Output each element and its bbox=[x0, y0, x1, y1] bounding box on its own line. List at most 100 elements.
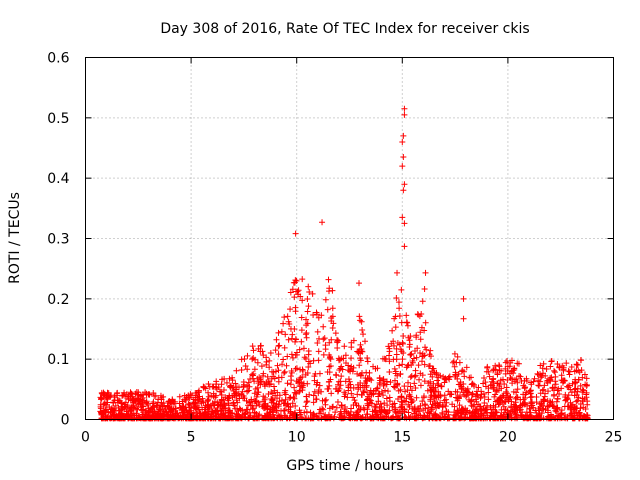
data-point bbox=[397, 370, 404, 377]
data-point bbox=[104, 394, 111, 401]
data-point bbox=[145, 391, 152, 398]
data-point bbox=[376, 381, 383, 388]
data-point bbox=[289, 354, 296, 361]
data-point bbox=[292, 365, 299, 372]
data-point bbox=[480, 412, 487, 419]
data-point bbox=[394, 395, 401, 402]
y-tick-label: 0.2 bbox=[47, 292, 69, 308]
data-point bbox=[182, 397, 189, 404]
data-point bbox=[453, 394, 460, 401]
data-point bbox=[275, 351, 282, 358]
data-point bbox=[233, 367, 240, 374]
data-point bbox=[98, 411, 105, 418]
data-point bbox=[386, 394, 393, 401]
data-point bbox=[572, 385, 579, 392]
data-point bbox=[443, 376, 450, 383]
data-point bbox=[156, 406, 163, 413]
data-point bbox=[417, 349, 424, 356]
data-point bbox=[302, 415, 309, 422]
data-point bbox=[313, 381, 320, 388]
data-point bbox=[391, 365, 398, 372]
data-point bbox=[341, 343, 348, 350]
data-point bbox=[280, 356, 287, 363]
data-point bbox=[296, 387, 303, 394]
data-point bbox=[267, 413, 274, 420]
data-point bbox=[407, 383, 414, 390]
data-point bbox=[232, 380, 239, 387]
data-point bbox=[332, 409, 339, 416]
data-point bbox=[490, 366, 497, 373]
y-tick-label: 0.6 bbox=[47, 51, 69, 67]
data-point bbox=[568, 389, 575, 396]
data-point bbox=[305, 303, 312, 310]
data-point bbox=[224, 415, 231, 422]
data-point bbox=[173, 413, 180, 420]
data-point bbox=[574, 397, 581, 404]
data-point bbox=[502, 388, 509, 395]
data-point bbox=[402, 413, 409, 420]
x-axis-label: GPS time / hours bbox=[286, 458, 403, 474]
data-point bbox=[466, 374, 473, 381]
data-point bbox=[418, 324, 425, 331]
data-point bbox=[269, 404, 276, 411]
data-point bbox=[244, 388, 251, 395]
data-point bbox=[496, 363, 503, 370]
data-point bbox=[357, 341, 364, 348]
data-point bbox=[100, 401, 107, 408]
data-point bbox=[243, 406, 250, 413]
data-point bbox=[278, 328, 285, 335]
data-point bbox=[167, 408, 174, 415]
data-point bbox=[521, 401, 528, 408]
data-point bbox=[547, 363, 554, 370]
data-point bbox=[578, 357, 585, 364]
y-tick-label: 0 bbox=[61, 413, 70, 429]
data-point bbox=[422, 402, 429, 409]
data-point bbox=[501, 409, 508, 416]
data-point bbox=[376, 374, 383, 381]
data-point bbox=[408, 396, 415, 403]
data-point bbox=[249, 371, 256, 378]
data-point bbox=[328, 390, 335, 397]
data-point bbox=[284, 313, 291, 320]
data-point bbox=[225, 395, 232, 402]
y-tick-label: 0.3 bbox=[47, 232, 69, 248]
data-point bbox=[304, 308, 311, 315]
data-point bbox=[318, 415, 325, 422]
data-point bbox=[251, 398, 258, 405]
data-point bbox=[261, 415, 268, 422]
data-point bbox=[240, 379, 247, 386]
data-point bbox=[240, 392, 247, 399]
data-point bbox=[530, 378, 537, 385]
data-point bbox=[359, 382, 366, 389]
data-point bbox=[282, 387, 289, 394]
data-point bbox=[579, 374, 586, 381]
data-point bbox=[514, 386, 521, 393]
data-point bbox=[272, 347, 279, 354]
data-point bbox=[430, 365, 437, 372]
data-point bbox=[395, 299, 402, 306]
x-tick-label: 0 bbox=[81, 430, 90, 446]
data-point bbox=[293, 288, 300, 295]
data-point bbox=[151, 410, 158, 417]
data-point bbox=[250, 405, 257, 412]
data-point bbox=[326, 363, 333, 370]
data-point bbox=[341, 408, 348, 415]
data-point bbox=[443, 396, 450, 403]
data-point bbox=[554, 415, 561, 422]
data-point bbox=[583, 394, 590, 401]
data-point bbox=[359, 348, 366, 355]
data-point bbox=[320, 406, 327, 413]
data-point bbox=[129, 397, 136, 404]
data-point bbox=[202, 385, 209, 392]
data-point bbox=[254, 415, 261, 422]
data-point bbox=[412, 367, 419, 374]
data-point bbox=[391, 377, 398, 384]
data-point bbox=[336, 357, 343, 364]
data-point bbox=[539, 365, 546, 372]
data-point bbox=[186, 395, 193, 402]
data-point bbox=[452, 388, 459, 395]
data-point bbox=[266, 357, 273, 364]
data-point bbox=[275, 401, 282, 408]
data-point bbox=[242, 362, 249, 369]
data-point bbox=[293, 365, 300, 372]
